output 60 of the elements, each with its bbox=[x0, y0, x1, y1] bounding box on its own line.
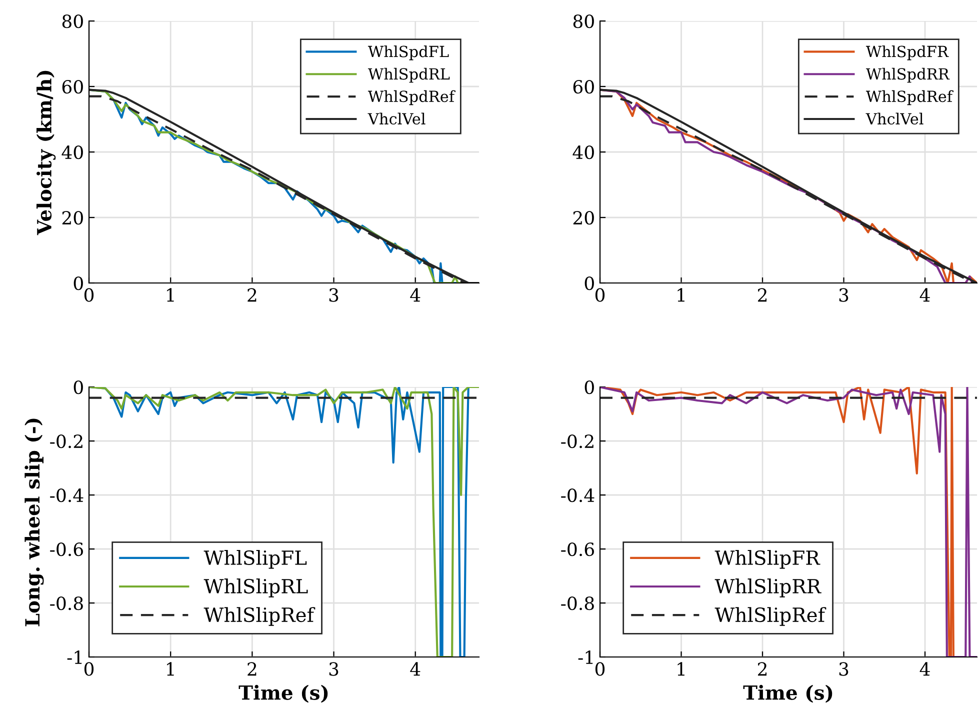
y-tick-label: -0.8 bbox=[50, 596, 83, 610]
legend-label: VhclVel bbox=[368, 112, 426, 125]
x-tick-label: 3 bbox=[329, 662, 338, 676]
y-tick-label: -0.4 bbox=[50, 488, 84, 502]
y-tick-label: 0 bbox=[74, 276, 83, 290]
x-tick-label: 4 bbox=[920, 662, 930, 676]
y-axis-title: Long. wheel slip (-) bbox=[24, 418, 44, 626]
y-tick-label: -1 bbox=[67, 650, 82, 664]
y-tick-label: 0 bbox=[74, 380, 83, 394]
legend-label: WhlSpdRL bbox=[368, 68, 450, 83]
x-axis-title: Time (s) bbox=[238, 684, 328, 703]
y-axis-title: Velocity (km/h) bbox=[36, 70, 56, 236]
y-tick-label: 0 bbox=[584, 276, 594, 290]
y-tick-label: -0.4 bbox=[561, 488, 594, 502]
legend-label: WhlSpdRef bbox=[368, 90, 456, 106]
y-tick-label: -0.2 bbox=[561, 434, 594, 448]
x-tick-label: 1 bbox=[167, 662, 174, 676]
x-tick-label: 2 bbox=[758, 288, 766, 302]
x-tick-label: 1 bbox=[678, 288, 684, 302]
y-tick-label: 40 bbox=[572, 145, 594, 160]
x-tick-label: 2 bbox=[758, 662, 766, 676]
y-tick-label: 0 bbox=[584, 380, 594, 394]
y-tick-label: -0.6 bbox=[561, 542, 594, 556]
x-tick-label: 2 bbox=[248, 288, 256, 302]
y-tick-label: 60 bbox=[62, 80, 83, 94]
y-tick-label: -1 bbox=[578, 650, 593, 664]
legend-label: WhlSpdRR bbox=[866, 68, 950, 83]
x-tick-label: 4 bbox=[920, 288, 930, 302]
y-tick-label: -0.8 bbox=[561, 596, 594, 610]
x-tick-label: 0 bbox=[595, 288, 605, 302]
x-tick-label: 3 bbox=[839, 662, 848, 676]
x-tick-label: 0 bbox=[595, 662, 605, 676]
x-tick-label: 0 bbox=[84, 662, 94, 676]
x-tick-label: 1 bbox=[167, 288, 174, 302]
legend-label: WhlSlipFR bbox=[714, 550, 820, 569]
y-tick-label: 80 bbox=[573, 14, 594, 28]
legend-label: WhlSlipRef bbox=[714, 607, 826, 626]
x-tick-label: 1 bbox=[678, 662, 684, 676]
x-tick-label: 4 bbox=[410, 662, 420, 676]
y-tick-label: 60 bbox=[573, 80, 594, 94]
legend-label: WhlSpdFR bbox=[866, 45, 949, 60]
x-axis-title: Time (s) bbox=[743, 684, 832, 703]
x-tick-label: 3 bbox=[329, 288, 338, 302]
legend-label: WhlSlipRR bbox=[714, 578, 822, 598]
y-tick-label: -0.2 bbox=[50, 434, 82, 448]
legend-label: WhlSpdFL bbox=[368, 45, 449, 60]
legend-label: WhlSpdRef bbox=[866, 90, 954, 106]
y-tick-label: 20 bbox=[62, 210, 83, 225]
y-tick-label: 20 bbox=[573, 210, 594, 225]
y-tick-label: 80 bbox=[62, 14, 83, 28]
x-tick-label: 2 bbox=[248, 662, 256, 676]
x-tick-label: 4 bbox=[410, 288, 420, 302]
y-tick-label: 40 bbox=[62, 145, 83, 160]
legend-label: WhlSlipRef bbox=[204, 607, 316, 626]
legend-label: VhclVel bbox=[866, 112, 924, 125]
x-tick-label: 3 bbox=[839, 288, 848, 302]
y-tick-label: -0.6 bbox=[50, 542, 83, 556]
x-tick-label: 0 bbox=[84, 288, 94, 302]
legend-label: WhlSlipRL bbox=[204, 578, 308, 598]
legend-label: WhlSlipFL bbox=[204, 550, 307, 569]
